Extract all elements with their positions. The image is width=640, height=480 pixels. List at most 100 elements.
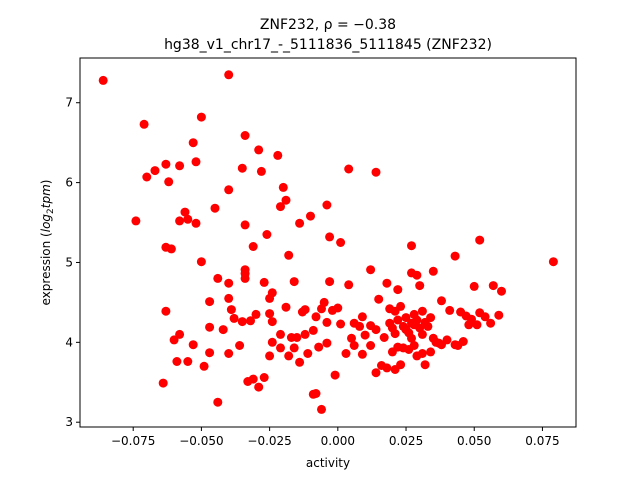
data-point — [205, 322, 215, 332]
data-points — [98, 70, 558, 414]
data-point — [423, 321, 433, 331]
data-point — [327, 305, 337, 315]
data-point — [360, 330, 370, 340]
data-point — [445, 305, 455, 315]
y-tick-label: 5 — [65, 255, 73, 269]
data-point — [161, 159, 171, 169]
data-point — [464, 320, 474, 330]
data-point — [240, 273, 250, 283]
data-point — [205, 297, 215, 307]
data-point — [259, 277, 269, 287]
data-point — [224, 349, 234, 358]
data-point — [161, 306, 171, 316]
data-point — [281, 195, 291, 205]
data-point — [322, 338, 332, 348]
data-point — [396, 301, 406, 311]
data-point — [224, 185, 234, 195]
data-point — [494, 310, 504, 320]
x-tick-label: −0.025 — [247, 434, 291, 448]
data-point — [325, 277, 335, 287]
data-point — [284, 351, 294, 361]
data-point — [254, 382, 264, 392]
data-point — [224, 293, 234, 303]
data-point — [341, 349, 351, 358]
data-point — [349, 341, 359, 350]
data-point — [450, 251, 460, 261]
data-point — [276, 343, 285, 353]
data-point — [393, 285, 403, 295]
data-point — [295, 218, 305, 228]
data-point — [131, 216, 141, 226]
data-point — [218, 325, 228, 335]
data-point — [267, 288, 277, 298]
data-point — [300, 305, 310, 315]
data-point — [183, 214, 193, 224]
data-point — [437, 296, 446, 306]
data-point — [172, 357, 182, 366]
data-point — [420, 360, 430, 370]
y-tick-label: 6 — [65, 176, 73, 190]
data-point — [300, 329, 310, 339]
data-point — [180, 207, 190, 217]
data-point — [306, 211, 315, 221]
data-point — [265, 309, 275, 319]
data-point — [248, 242, 258, 251]
data-point — [357, 312, 367, 322]
y-axis-label-subscript: 2 — [46, 208, 56, 214]
data-point — [226, 305, 236, 315]
data-point — [330, 370, 340, 380]
data-point — [488, 281, 498, 291]
data-point — [390, 329, 400, 339]
data-point — [417, 349, 427, 358]
data-point — [267, 317, 277, 327]
x-axis-ticks: −0.075 −0.050 −0.025 0.000 0.025 0.050 0.075 — [111, 427, 560, 448]
chart-title-line-1: ZNF232, ρ = −0.38 — [260, 17, 396, 33]
data-point — [317, 404, 326, 414]
data-point — [409, 341, 419, 350]
data-point — [175, 216, 185, 226]
data-point — [469, 281, 479, 291]
data-point — [276, 329, 285, 339]
data-point — [158, 378, 168, 388]
data-point — [169, 335, 179, 345]
data-point — [486, 318, 496, 328]
chart-title-line-2: hg38_v1_chr17_-_5111836_5111845 (ZNF232) — [164, 37, 492, 53]
y-axis-ticks: 3 4 5 6 7 — [65, 96, 80, 429]
data-point — [412, 315, 422, 325]
data-point — [314, 342, 324, 352]
data-point — [237, 163, 247, 173]
data-point — [267, 337, 277, 347]
data-point — [248, 374, 258, 384]
data-point — [366, 341, 376, 350]
data-point — [319, 297, 329, 307]
data-point — [325, 232, 335, 242]
data-point — [175, 329, 185, 339]
data-point — [336, 319, 346, 329]
data-point — [196, 112, 206, 122]
data-point — [191, 157, 201, 167]
data-point — [412, 270, 422, 280]
x-tick-label: 0.025 — [389, 434, 423, 448]
data-point — [548, 257, 558, 267]
data-point — [139, 119, 149, 129]
data-point — [273, 150, 283, 160]
x-axis-label: activity — [306, 456, 350, 470]
data-point — [213, 397, 223, 407]
data-point — [98, 75, 108, 85]
data-point — [188, 138, 198, 148]
data-point — [183, 357, 193, 366]
data-point — [357, 349, 367, 359]
data-point — [284, 250, 294, 260]
data-point — [205, 348, 215, 358]
data-point — [254, 145, 264, 155]
data-point — [366, 265, 376, 275]
data-point — [289, 277, 299, 287]
data-point — [475, 235, 485, 245]
data-point — [472, 320, 482, 330]
y-axis-label: expression (log2tpm) — [39, 180, 56, 306]
data-point — [393, 315, 403, 325]
data-point — [437, 340, 446, 350]
data-point — [256, 166, 266, 176]
data-point — [188, 340, 198, 350]
data-point — [407, 333, 416, 343]
